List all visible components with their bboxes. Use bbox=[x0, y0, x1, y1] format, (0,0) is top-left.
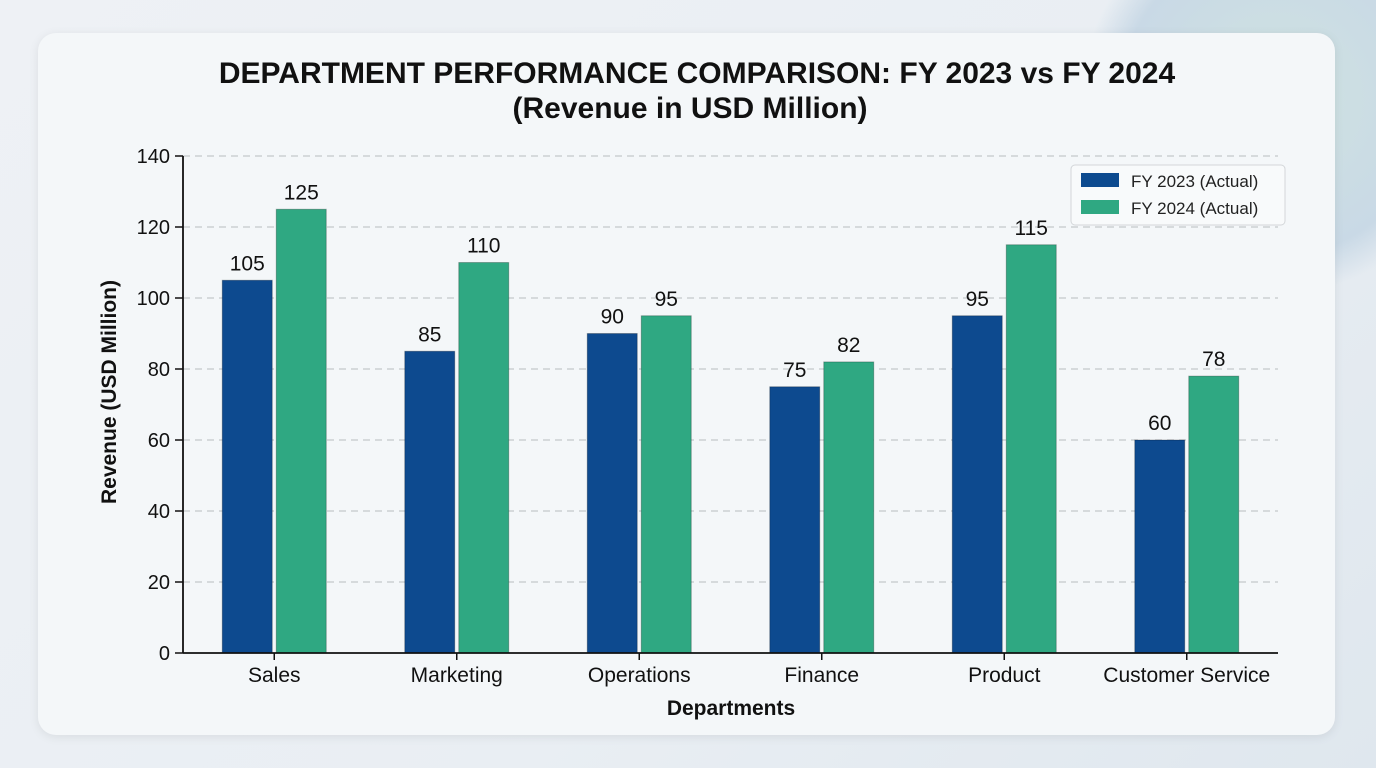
data-label: 85 bbox=[418, 323, 441, 346]
legend-swatch bbox=[1081, 173, 1119, 187]
data-label: 95 bbox=[655, 288, 678, 311]
bar bbox=[586, 333, 638, 654]
x-axis-title: Departments bbox=[667, 697, 795, 720]
y-tick-label: 80 bbox=[148, 359, 170, 381]
chart-title: DEPARTMENT PERFORMANCE COMPARISON: FY 20… bbox=[219, 57, 1176, 90]
bar bbox=[275, 208, 327, 654]
x-tick-label: Finance bbox=[784, 664, 859, 687]
data-label: 110 bbox=[467, 235, 500, 258]
bar bbox=[404, 350, 456, 654]
legend-box bbox=[1070, 164, 1286, 226]
bar bbox=[951, 315, 1003, 654]
x-tick-label: Marketing bbox=[411, 664, 503, 687]
y-tick-label: 0 bbox=[159, 643, 170, 665]
data-label: 125 bbox=[284, 181, 319, 204]
bar bbox=[1134, 439, 1186, 654]
data-label: 60 bbox=[1148, 412, 1171, 435]
bar bbox=[1005, 244, 1057, 654]
x-tick-label: Customer Service bbox=[1103, 664, 1270, 687]
data-label: 105 bbox=[230, 252, 265, 275]
y-tick-label: 60 bbox=[148, 430, 170, 452]
x-tick-label: Product bbox=[968, 664, 1041, 687]
data-label: 95 bbox=[966, 288, 989, 311]
data-label: 78 bbox=[1202, 348, 1225, 371]
x-tick-label: Sales bbox=[248, 664, 301, 687]
legend: FY 2023 (Actual) FY 2024 (Actual) bbox=[1070, 164, 1286, 226]
data-label: 82 bbox=[837, 334, 860, 357]
y-tick-label: 120 bbox=[137, 217, 170, 239]
y-tick-label: 100 bbox=[137, 288, 170, 310]
y-tick-label: 140 bbox=[137, 146, 170, 168]
chart-subtitle: (Revenue in USD Million) bbox=[512, 92, 867, 125]
data-label: 75 bbox=[783, 359, 806, 382]
bar bbox=[823, 361, 875, 654]
bar bbox=[769, 386, 821, 654]
data-label: 115 bbox=[1015, 217, 1048, 240]
bar bbox=[458, 262, 510, 654]
legend-label: FY 2023 (Actual) bbox=[1131, 172, 1258, 191]
y-tick-label: 40 bbox=[148, 501, 170, 523]
bar bbox=[640, 315, 692, 654]
y-axis-title: Revenue (USD Million) bbox=[98, 280, 121, 504]
data-label: 90 bbox=[601, 306, 624, 329]
y-tick-label: 20 bbox=[148, 572, 170, 594]
legend-swatch bbox=[1081, 200, 1119, 214]
bar bbox=[221, 279, 273, 654]
x-tick-label: Operations bbox=[588, 664, 691, 687]
bar bbox=[1188, 375, 1240, 654]
legend-label: FY 2024 (Actual) bbox=[1131, 199, 1258, 218]
